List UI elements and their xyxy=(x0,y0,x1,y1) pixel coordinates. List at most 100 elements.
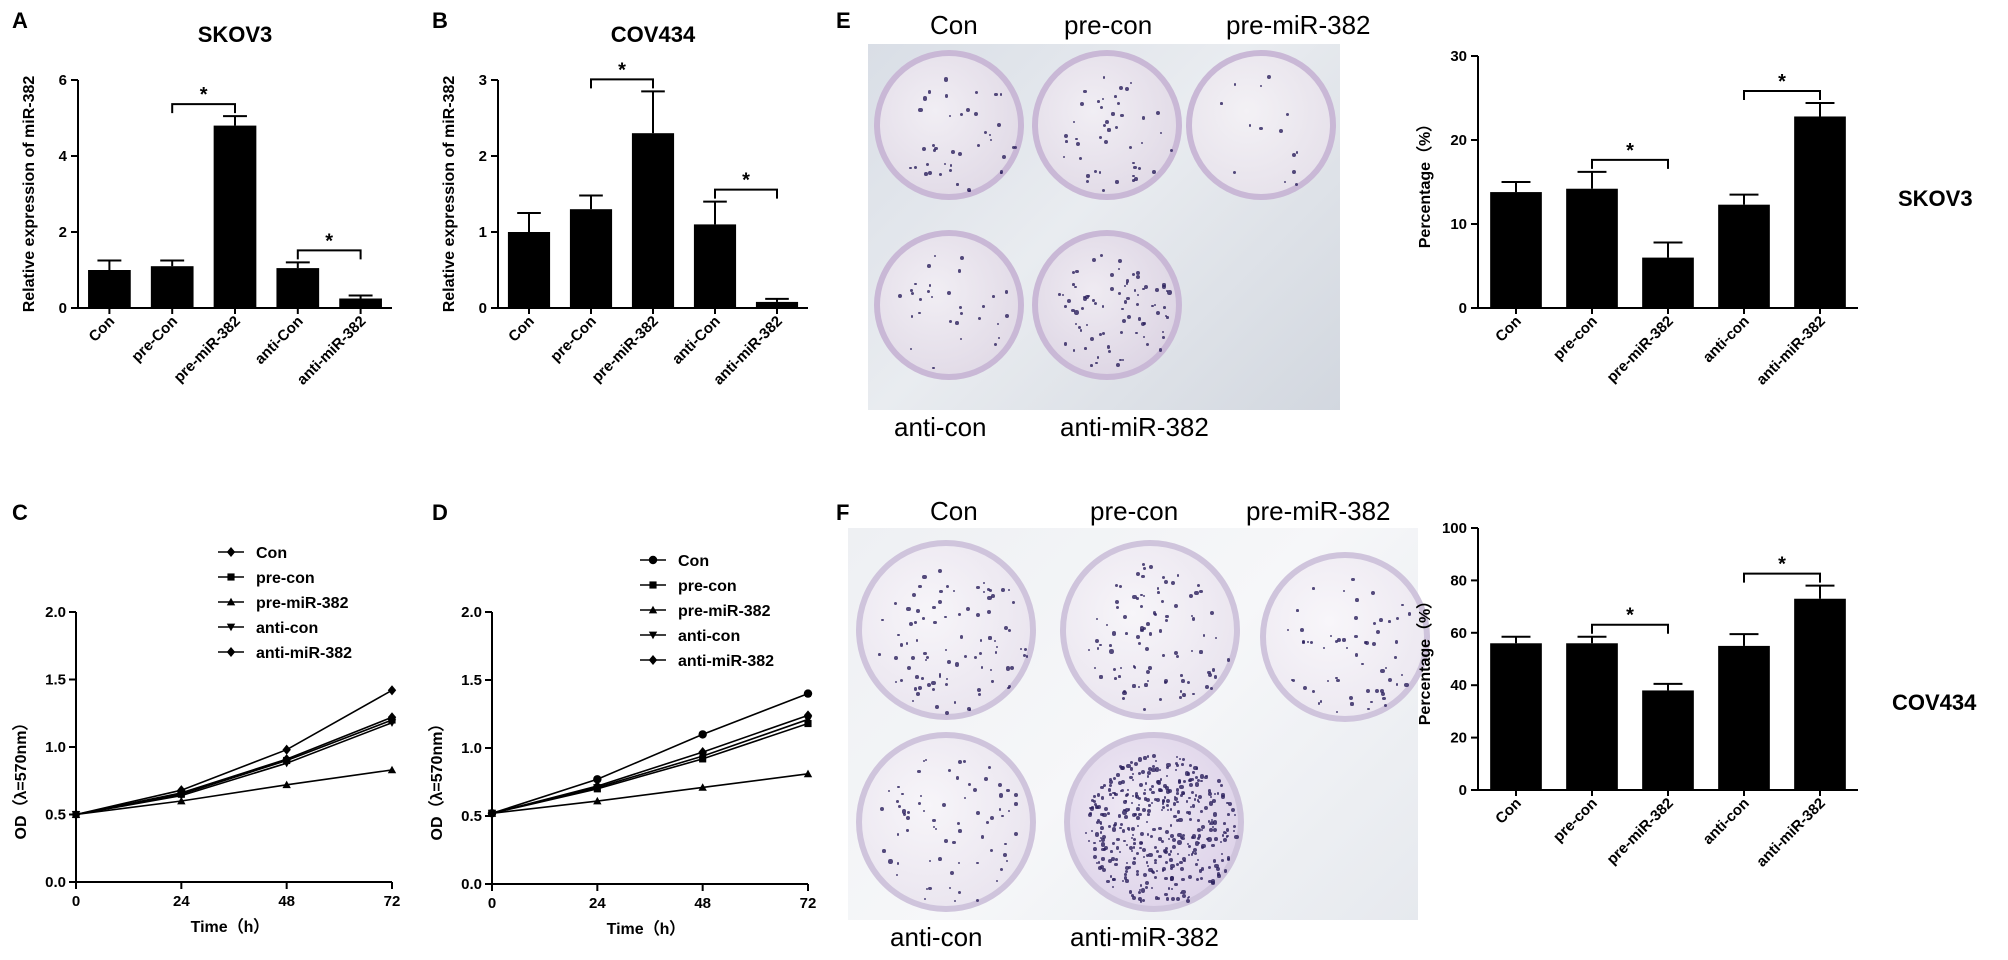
colony-dot xyxy=(1138,686,1141,689)
colony-dot xyxy=(1084,832,1087,835)
bar xyxy=(150,266,194,308)
colony-dot xyxy=(1001,154,1006,159)
colony-dot xyxy=(1187,779,1191,783)
colony-dot xyxy=(918,584,922,589)
colony-dot xyxy=(1309,641,1313,645)
colony-dot xyxy=(902,812,907,817)
colony-dot xyxy=(1191,778,1194,781)
colony-dot xyxy=(1141,898,1146,903)
colony-dot xyxy=(1135,872,1140,877)
colony-dot xyxy=(1187,845,1191,849)
colony-dot xyxy=(1124,285,1127,288)
colony-dot xyxy=(943,77,948,82)
significance-star: * xyxy=(1778,71,1786,93)
colony-dot xyxy=(1074,322,1078,325)
colony-dot xyxy=(927,290,931,294)
colony-dot xyxy=(1092,799,1096,803)
colony-dot xyxy=(1146,755,1150,758)
panel-letter-f: F xyxy=(836,500,850,525)
colony-dot xyxy=(1126,314,1132,320)
colony-dot xyxy=(959,634,964,639)
colony-dot xyxy=(1175,761,1179,766)
colony-dot xyxy=(1165,860,1169,864)
colony-dot xyxy=(1188,874,1193,879)
colony-dot xyxy=(1286,113,1290,117)
colony-dot xyxy=(1114,792,1119,797)
colony-dot xyxy=(912,592,917,598)
colony-dot xyxy=(914,282,917,285)
colony-dot xyxy=(1129,767,1134,772)
colony-dot xyxy=(1133,761,1139,766)
x-tick-label: 48 xyxy=(694,895,711,912)
colony-dot xyxy=(1158,826,1162,831)
colony-dot xyxy=(1115,605,1120,609)
colony-dot xyxy=(906,816,910,820)
series-line xyxy=(75,716,393,816)
colony-dot xyxy=(1216,792,1220,795)
colony-dot xyxy=(1365,688,1371,694)
colony-dot xyxy=(1157,590,1161,594)
petri-dish xyxy=(1064,732,1244,912)
colony-dot xyxy=(1153,845,1158,850)
colony-dot xyxy=(1181,889,1186,895)
colony-dot xyxy=(989,815,994,820)
colony-dot xyxy=(1136,270,1140,275)
colony-dot xyxy=(901,792,904,795)
colony-dot xyxy=(895,873,898,876)
colony-dot xyxy=(1210,879,1216,884)
data-point xyxy=(387,765,397,774)
colony-dot xyxy=(1065,140,1069,143)
colony-dot xyxy=(1168,852,1172,856)
bar xyxy=(213,125,257,308)
colony-dot xyxy=(1093,846,1098,851)
significance-bracket xyxy=(590,78,654,89)
colony-dot xyxy=(923,897,927,901)
colony-dot xyxy=(1158,837,1162,841)
colony-dot xyxy=(1111,877,1115,882)
significance-star: * xyxy=(742,170,750,192)
colony-dot xyxy=(1115,125,1119,129)
colony-dot xyxy=(910,315,914,318)
colony-dot xyxy=(1364,640,1370,645)
colony-dot xyxy=(1113,94,1117,98)
y-axis-label: Relative expression of miR-382 xyxy=(21,76,38,313)
colony-dot xyxy=(996,322,1000,325)
colony-dot xyxy=(897,633,900,636)
colony-dot xyxy=(1063,341,1068,346)
y-tick-label: 1.5 xyxy=(461,672,482,689)
colony-dot xyxy=(893,655,898,660)
colony-dot xyxy=(944,682,948,686)
colony-dot xyxy=(1077,325,1081,330)
colony-dot xyxy=(1374,689,1379,694)
colony-dot xyxy=(1161,330,1165,334)
colony-dot xyxy=(909,347,912,350)
chart-title: COV434 xyxy=(611,22,696,47)
colony-dot xyxy=(944,615,947,619)
colony-dot xyxy=(1159,697,1163,702)
colony-dot xyxy=(897,862,900,865)
data-point xyxy=(648,631,658,640)
colony-dot xyxy=(1154,797,1158,802)
significance-bracket xyxy=(296,249,362,260)
colony-dot xyxy=(1158,788,1162,792)
colony-dot xyxy=(1259,126,1263,131)
colony-dot xyxy=(1195,863,1198,866)
colony-dot xyxy=(1379,688,1384,693)
colony-dot xyxy=(1174,882,1178,887)
y-tick-label: 0 xyxy=(59,300,67,317)
colony-dot xyxy=(1208,673,1213,678)
colony-dot xyxy=(1147,771,1152,776)
data-point xyxy=(803,689,813,698)
colony-dot xyxy=(1131,772,1135,776)
colony-dot xyxy=(1132,778,1135,781)
colony-dot xyxy=(1181,836,1185,841)
colony-dot xyxy=(1161,654,1165,657)
colony-dot xyxy=(1182,693,1186,697)
colony-dot xyxy=(1112,791,1115,795)
colony-dot xyxy=(1115,846,1120,850)
colony-dot xyxy=(999,170,1004,174)
colony-dot xyxy=(963,759,967,763)
colony-dot xyxy=(1189,764,1193,767)
colony-dot xyxy=(1216,779,1221,784)
colony-dot xyxy=(1196,778,1200,782)
